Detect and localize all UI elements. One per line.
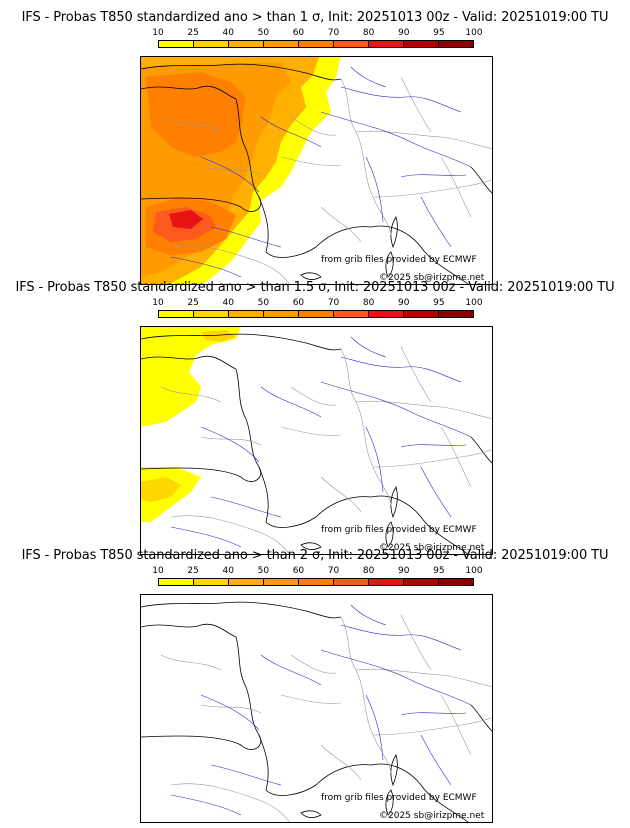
colorbar-swatch [369, 311, 404, 317]
country-borders [160, 76, 492, 284]
colorbar-ticks: 10 25 40 50 60 70 80 90 95 100 [152, 298, 482, 309]
colorbar-tick-label: 90 [398, 28, 410, 38]
panel-title: IFS - Probas T850 standardized ano > tha… [15, 280, 615, 295]
colorbar-tick-label: 100 [465, 298, 483, 308]
country-borders [160, 346, 492, 554]
chart-panel-1sigma: IFS - Probas T850 standardized ano > tha… [0, 8, 630, 285]
colorbar-ticks: 10 25 40 50 60 70 80 90 95 100 [152, 28, 482, 39]
probability-shading [141, 327, 241, 522]
colorbar-swatch [264, 311, 299, 317]
colorbar-swatch [299, 311, 334, 317]
coastlines [141, 601, 492, 822]
colorbar-swatch [229, 311, 264, 317]
colorbar-swatch [369, 579, 404, 585]
colorbar-tick-label: 80 [362, 298, 375, 308]
chart-panel-2sigma: IFS - Probas T850 standardized ano > tha… [0, 546, 630, 823]
rivers [170, 66, 472, 278]
colorbar-tick-label: 10 [152, 566, 164, 576]
rivers [170, 604, 472, 816]
rivers [170, 336, 472, 548]
colorbar-tick-label: 10 [152, 28, 164, 38]
probability-map: from grib files provided by ECMWF ©2025 … [140, 326, 493, 555]
colorbar-tick-label: 70 [327, 566, 340, 576]
colorbar-swatches [158, 578, 474, 586]
panel-title: IFS - Probas T850 standardized ano > tha… [21, 10, 609, 25]
coastlines [141, 63, 492, 284]
colorbar-swatch [159, 311, 194, 317]
probability-map: from grib files provided by ECMWF ©2025 … [140, 594, 493, 823]
colorbar-swatch [334, 41, 369, 47]
colorbar-tick-label: 95 [433, 298, 445, 308]
colorbar-swatch [264, 41, 299, 47]
colorbar-tick-label: 60 [292, 566, 305, 576]
colorbar-tick-label: 40 [222, 566, 234, 576]
colorbar-swatch [404, 41, 439, 47]
colorbar-tick-label: 25 [187, 28, 199, 38]
colorbar-tick-label: 60 [292, 28, 305, 38]
colorbar-tick-label: 100 [465, 566, 483, 576]
colorbar-swatch [194, 41, 229, 47]
colorbar-swatch [404, 579, 439, 585]
colorbar-swatch [439, 579, 473, 585]
colorbar-tick-label: 50 [257, 566, 270, 576]
country-borders [160, 614, 492, 822]
colorbar-swatch [229, 579, 264, 585]
chart-panel-1-5sigma: IFS - Probas T850 standardized ano > tha… [0, 278, 630, 555]
colorbar-tick-label: 90 [398, 298, 410, 308]
map-canvas [141, 57, 492, 284]
colorbar-swatch [404, 311, 439, 317]
colorbar-tick-label: 10 [152, 298, 164, 308]
colorbar-ticks: 10 25 40 50 60 70 80 90 95 100 [152, 566, 482, 577]
colorbar-swatch [334, 579, 369, 585]
source-credit: from grib files provided by ECMWF [321, 525, 477, 535]
colorbar-swatch [194, 579, 229, 585]
colorbar: 10 25 40 50 60 70 80 90 95 100 [152, 28, 483, 54]
colorbar-tick-label: 70 [327, 28, 340, 38]
colorbar-swatch [439, 41, 473, 47]
colorbar-swatch [299, 579, 334, 585]
colorbar-swatch [369, 41, 404, 47]
colorbar-swatches [158, 40, 474, 48]
colorbar-swatch [439, 311, 473, 317]
colorbar-tick-label: 60 [292, 298, 305, 308]
colorbar-tick-label: 25 [187, 566, 199, 576]
colorbar-tick-label: 40 [222, 298, 234, 308]
colorbar: 10 25 40 50 60 70 80 90 95 100 [152, 298, 483, 324]
probability-shading [141, 57, 341, 284]
colorbar-tick-label: 25 [187, 298, 199, 308]
source-credit: from grib files provided by ECMWF [321, 793, 477, 803]
colorbar-tick-label: 95 [433, 566, 445, 576]
copyright-credit: ©2025 sb@irizpme.net [379, 543, 485, 553]
colorbar-tick-label: 90 [398, 566, 410, 576]
colorbar-swatch [264, 579, 299, 585]
coastlines [141, 333, 492, 554]
map-canvas [141, 601, 492, 822]
colorbar: 10 25 40 50 60 70 80 90 95 100 [152, 566, 483, 592]
copyright-credit: ©2025 sb@irizpme.net [379, 811, 485, 821]
colorbar-tick-label: 100 [465, 28, 483, 38]
colorbar-swatch [229, 41, 264, 47]
colorbar-tick-label: 95 [433, 28, 445, 38]
colorbar-tick-label: 50 [257, 28, 270, 38]
panel-title: IFS - Probas T850 standardized ano > tha… [21, 548, 609, 563]
source-credit: from grib files provided by ECMWF [321, 255, 477, 265]
colorbar-swatch [159, 41, 194, 47]
probability-map: from grib files provided by ECMWF ©2025 … [140, 56, 493, 285]
colorbar-tick-label: 80 [362, 28, 375, 38]
colorbar-tick-label: 70 [327, 298, 340, 308]
colorbar-tick-label: 50 [257, 298, 270, 308]
colorbar-swatch [334, 311, 369, 317]
colorbar-swatch [194, 311, 229, 317]
colorbar-tick-label: 80 [362, 566, 375, 576]
colorbar-swatches [158, 310, 474, 318]
colorbar-swatch [299, 41, 334, 47]
colorbar-tick-label: 40 [222, 28, 234, 38]
colorbar-swatch [159, 579, 194, 585]
map-canvas [141, 327, 492, 554]
copyright-credit: ©2025 sb@irizpme.net [379, 273, 485, 283]
